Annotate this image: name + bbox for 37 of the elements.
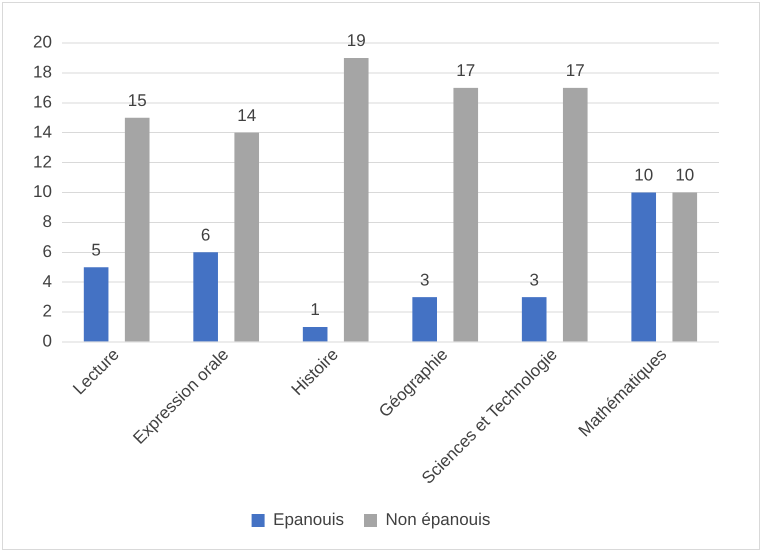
bar	[234, 132, 260, 342]
data-label: 3	[420, 270, 430, 290]
legend-label: Epanouis	[273, 510, 344, 530]
data-label: 3	[529, 270, 539, 290]
y-tick-label: 8	[42, 212, 52, 232]
bar	[522, 297, 547, 342]
y-tick-label: 18	[32, 62, 52, 82]
y-tick-label: 20	[32, 32, 52, 52]
y-tick-label: 4	[42, 272, 52, 291]
data-label: 1	[310, 300, 320, 320]
bar	[412, 297, 437, 342]
data-label: 14	[237, 106, 256, 125]
bar	[453, 88, 478, 342]
bar	[124, 118, 150, 342]
y-tick-label: 14	[32, 122, 52, 142]
y-tick-label: 6	[42, 242, 52, 261]
data-label: 5	[91, 240, 101, 260]
bar	[631, 192, 656, 342]
data-label: 17	[456, 61, 476, 80]
bar	[193, 252, 218, 342]
bar	[84, 267, 108, 342]
data-label: 10	[634, 166, 654, 185]
y-tick-label: 2	[42, 302, 52, 321]
data-label: 19	[346, 31, 366, 50]
bar	[302, 326, 328, 342]
data-label: 15	[128, 90, 147, 110]
legend-label: Non épanouis	[385, 510, 490, 530]
y-tick-label: 16	[32, 92, 52, 112]
data-label: 6	[200, 225, 210, 244]
y-tick-label: 0	[42, 332, 52, 351]
bar	[562, 88, 588, 342]
data-label: 10	[675, 166, 694, 185]
data-label: 17	[566, 61, 585, 80]
y-tick-label: 10	[32, 182, 52, 202]
bar	[344, 58, 369, 342]
bar	[672, 192, 698, 342]
y-tick-label: 12	[32, 152, 52, 172]
